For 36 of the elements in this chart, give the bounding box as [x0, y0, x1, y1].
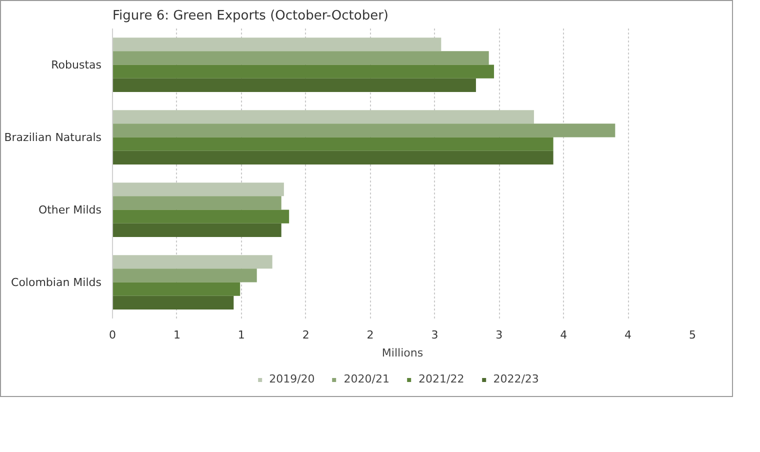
x-tick-label: 1: [238, 328, 245, 342]
chart-title: Figure 6: Green Exports (October-October): [112, 8, 388, 24]
x-tick-label: 3: [431, 328, 438, 342]
bar: [112, 110, 534, 124]
legend-label: 2022/23: [493, 372, 539, 386]
bar: [112, 268, 257, 282]
bar: [112, 124, 616, 138]
x-axis-title: Millions: [382, 346, 424, 360]
bar: [112, 38, 442, 52]
bar: [112, 296, 234, 310]
y-tick-label: Colombian Milds: [11, 276, 102, 289]
legend-label: 2021/22: [418, 372, 464, 386]
legend-label: 2020/21: [344, 372, 390, 386]
y-tick-label: Brazilian Naturals: [4, 130, 102, 144]
bar: [112, 223, 282, 237]
bar: [112, 255, 272, 269]
bar: [112, 282, 240, 296]
bar: [112, 196, 282, 210]
y-tick-label: Robustas: [51, 58, 102, 72]
x-tick-label: 2: [366, 328, 374, 342]
x-tick-label: 1: [173, 328, 180, 342]
x-tick-label: 4: [560, 328, 568, 342]
legend-label: 2019/20: [269, 372, 315, 386]
bar: [112, 78, 476, 92]
x-tick-label: 2: [302, 328, 310, 342]
bar: [112, 182, 284, 196]
bar: [112, 150, 554, 164]
bar: [112, 51, 489, 65]
y-tick-label: Other Milds: [38, 203, 102, 216]
x-tick-label: 3: [496, 328, 503, 342]
x-tick-label: 4: [624, 328, 632, 342]
x-tick-label: 5: [689, 328, 696, 342]
x-tick-label: 0: [109, 328, 116, 342]
bar: [112, 64, 494, 78]
bar: [112, 210, 290, 224]
bar: [112, 137, 554, 151]
